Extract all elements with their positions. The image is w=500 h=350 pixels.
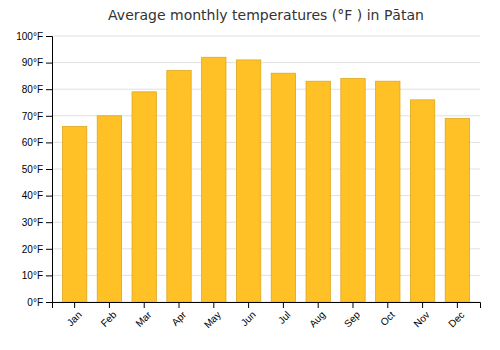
grid-line <box>52 89 480 90</box>
x-tick-label: Jan <box>65 309 84 328</box>
x-tick-mark <box>457 302 458 308</box>
bar <box>306 81 330 302</box>
bar <box>445 118 469 302</box>
x-tick-label: Sep <box>342 309 363 330</box>
y-tick: 70°F <box>22 111 52 122</box>
x-tick: Dec <box>446 302 466 329</box>
x-tick: Nov <box>411 302 431 329</box>
y-tick-mark <box>46 222 52 223</box>
bar <box>62 126 86 302</box>
grid-line <box>52 36 480 37</box>
x-tick: Jan <box>65 302 84 328</box>
x-tick-mark <box>213 302 214 308</box>
y-tick-mark <box>46 63 52 64</box>
bar <box>410 100 434 302</box>
x-tick-label: Mar <box>133 309 153 329</box>
x-tick-label: Nov <box>411 309 431 329</box>
y-tick-mark <box>46 36 52 37</box>
x-tick-mark <box>318 302 319 308</box>
y-tick-mark <box>46 302 52 303</box>
y-tick: 20°F <box>22 244 52 255</box>
y-tick-mark <box>46 89 52 90</box>
bar <box>341 79 365 302</box>
y-tick-mark <box>46 116 52 117</box>
x-tick-label: May <box>202 309 223 330</box>
bar <box>376 81 400 302</box>
plot: 0°F 10°F 20°F 30°F 40°F 50°F 60°F 70°F 80°F 90°F 1… <box>16 31 480 331</box>
x-tick: Feb <box>99 302 119 329</box>
bar <box>132 92 156 302</box>
grid <box>52 36 480 302</box>
title: Average monthly temperatures (°F ) in Pā… <box>108 7 424 23</box>
bar <box>236 60 260 302</box>
x-tick-mark <box>352 302 353 308</box>
x-tick-label: Dec <box>446 309 466 329</box>
y-tick-mark <box>46 196 52 197</box>
y-tick-label: 10°F <box>22 270 43 281</box>
x-tick-label: Jul <box>276 309 293 326</box>
chart: 0°F 10°F 20°F 30°F 40°F 50°F 60°F 70°F 80°F 90°F 1… <box>0 0 500 350</box>
y-tick: 60°F <box>22 137 52 148</box>
x-tick-mark <box>144 302 145 308</box>
x-tick: Oct <box>378 302 397 328</box>
bar <box>271 73 295 302</box>
y-tick-mark <box>46 249 52 250</box>
y-tick: 0°F <box>27 297 52 308</box>
x-tick-mark <box>283 302 284 308</box>
y-tick: 100°F <box>16 31 52 42</box>
y-tick-label: 90°F <box>22 57 43 68</box>
y-axis: 0°F 10°F 20°F 30°F 40°F 50°F 60°F 70°F 80°F 90°F 1… <box>16 31 52 308</box>
x-tick: Jun <box>239 302 258 328</box>
y-tick-label: 80°F <box>22 84 43 95</box>
x-tick: Apr <box>169 302 188 328</box>
x-tick: Jul <box>276 302 293 326</box>
y-tick: 30°F <box>22 217 52 228</box>
x-tick-mark <box>387 302 388 308</box>
x-tick-label: Aug <box>307 309 327 329</box>
y-tick-label: 30°F <box>22 217 43 228</box>
y-tick: 50°F <box>22 164 52 175</box>
x-axis: Jan Feb Mar Apr May Jun Jul Aug Sep Oct Nov Dec <box>53 302 481 330</box>
bar <box>202 57 226 302</box>
y-tick: 90°F <box>22 57 52 68</box>
grid-line <box>52 62 480 63</box>
x-tick-mark <box>74 302 75 308</box>
y-tick: 40°F <box>22 190 52 201</box>
y-tick-mark <box>46 275 52 276</box>
y-tick-label: 0°F <box>27 297 43 308</box>
x-tick: May <box>202 302 223 330</box>
x-tick-mark <box>109 302 110 308</box>
x-axis-line <box>53 303 481 309</box>
x-tick-label: Jun <box>239 309 258 328</box>
x-tick-label: Feb <box>99 309 119 329</box>
bar <box>167 71 191 302</box>
y-tick: 10°F <box>22 270 52 281</box>
y-tick: 80°F <box>22 84 52 95</box>
y-tick-label: 100°F <box>16 31 43 42</box>
x-tick: Aug <box>307 302 327 329</box>
x-tick-label: Apr <box>169 309 188 328</box>
x-tick-label: Oct <box>378 309 397 328</box>
bars <box>62 57 469 302</box>
x-tick: Sep <box>342 302 363 329</box>
y-tick-mark <box>46 169 52 170</box>
bar <box>97 116 121 302</box>
y-tick-label: 20°F <box>22 244 43 255</box>
y-axis-line <box>46 37 53 303</box>
y-tick-label: 50°F <box>22 164 43 175</box>
x-tick-mark <box>248 302 249 308</box>
x-tick: Mar <box>133 302 153 329</box>
y-tick-label: 60°F <box>22 137 43 148</box>
y-tick-mark <box>46 142 52 143</box>
x-tick-mark <box>179 302 180 308</box>
y-tick-label: 40°F <box>22 190 43 201</box>
x-tick-mark <box>422 302 423 308</box>
y-tick-label: 70°F <box>22 111 43 122</box>
